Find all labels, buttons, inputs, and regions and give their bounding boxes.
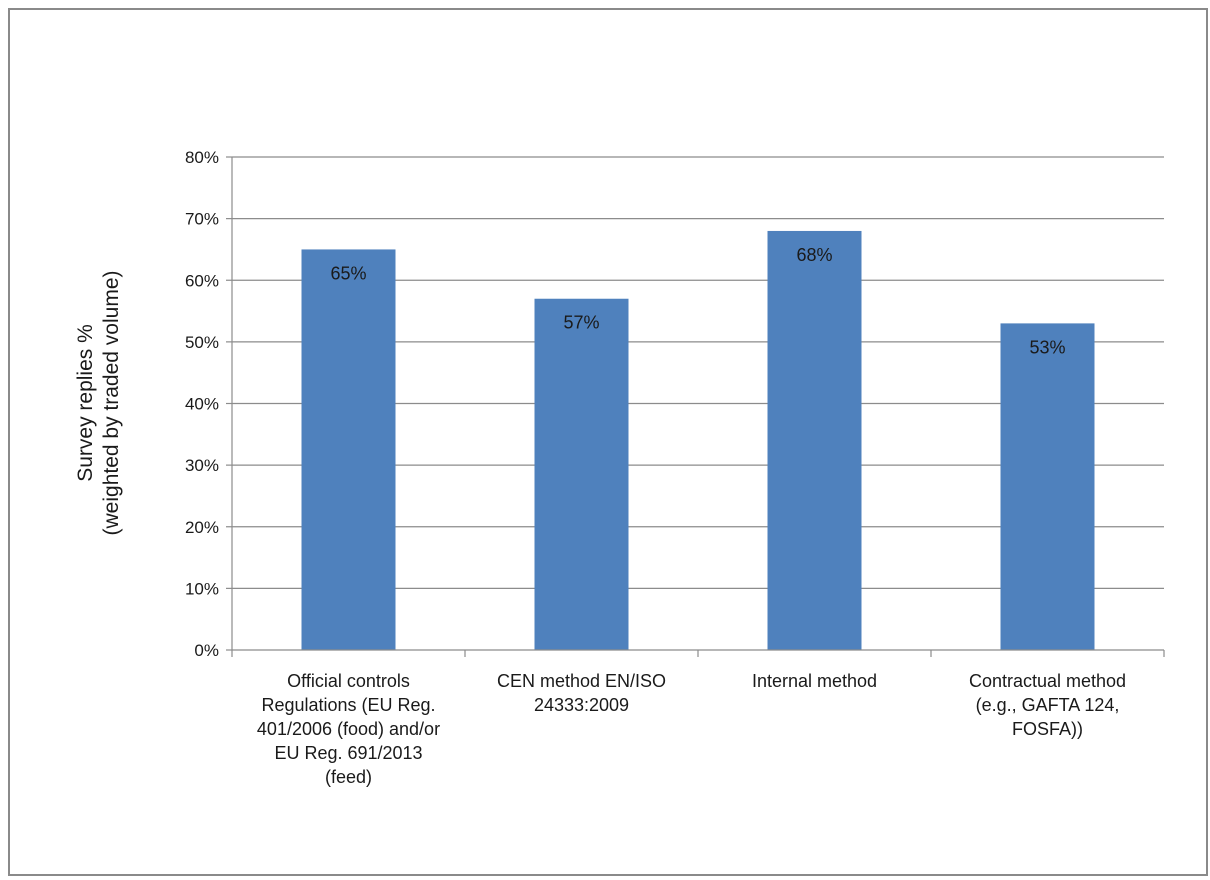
data-label: 53% (1029, 337, 1065, 357)
x-category-label: CEN method EN/ISO 24333:2009 (497, 671, 666, 715)
y-tick-labels: 0% 10% 20% 30% 40% 50% 60% 70% 80% (185, 148, 219, 660)
bar (301, 249, 396, 650)
x-category-label: Contractual method (e.g., GAFTA 124, FOSFA… (969, 671, 1126, 739)
y-tick-label: 60% (185, 271, 219, 290)
y-tick-label: 10% (185, 579, 219, 598)
y-tick-label: 70% (185, 210, 219, 229)
data-label: 57% (563, 313, 599, 333)
bar (534, 298, 629, 650)
data-label: 65% (330, 263, 366, 283)
y-tick-label: 40% (185, 395, 219, 414)
y-tick-label: 80% (185, 148, 219, 167)
bar (767, 230, 862, 650)
y-tick-label: 0% (194, 641, 219, 660)
y-tick-label: 20% (185, 518, 219, 537)
x-category-label: Official controls Regulations (EU Reg. 401… (257, 671, 440, 787)
bar (1000, 323, 1095, 650)
y-tick-label: 30% (185, 456, 219, 475)
x-category-label: Internal method (752, 671, 877, 691)
y-axis-label: Survey replies % (weighted by traded volu… (74, 271, 123, 536)
y-tick-label: 50% (185, 333, 219, 352)
x-category-labels: Official controls Regulations (EU Reg. 401… (257, 671, 1126, 787)
axes (226, 156, 1165, 657)
data-label: 68% (796, 245, 832, 265)
bars (301, 230, 1095, 650)
data-labels: 65% 57% 68% 53% (330, 245, 1065, 357)
